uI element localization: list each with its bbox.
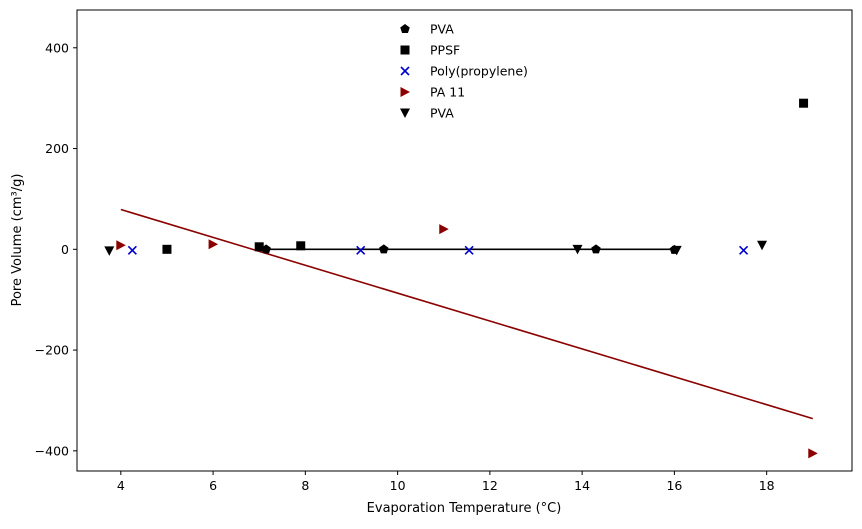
legend-marker (400, 45, 410, 55)
legend: PVA PPSF Poly(propylene) PA 11 PVA (400, 22, 528, 121)
data-point-1-1 (261, 244, 271, 254)
x-tick-label: 4 (117, 478, 125, 493)
y-tick-label: −200 (35, 343, 69, 358)
plot-frame (76, 9, 853, 472)
x-tick-label: 6 (209, 478, 217, 493)
data-point-2-2 (254, 242, 264, 252)
y-axis-ticks: −400 −200 0 200 400 (35, 40, 77, 458)
x-tick-label: 16 (666, 478, 682, 493)
x-tick-label: 10 (390, 478, 406, 493)
y-tick-label: 200 (45, 141, 69, 156)
x-tick-label: 18 (759, 478, 775, 493)
legend-marker (400, 24, 410, 34)
data-point-2-3 (296, 241, 306, 251)
data-point-5-2 (572, 244, 583, 255)
data-point-3-4 (739, 245, 749, 255)
data-point-4-4 (808, 448, 818, 459)
legend-label: PVA (430, 22, 454, 37)
legend-marker (400, 87, 410, 97)
data-point-4-1 (116, 240, 126, 251)
legend-item: PVA (400, 106, 454, 121)
series-5 (104, 240, 768, 256)
data-point-5-3 (671, 245, 682, 256)
data-point-5-1 (104, 246, 115, 256)
x-tick-label: 12 (482, 478, 498, 493)
legend-label: Poly(propylene) (430, 64, 528, 79)
legend-item: PVA (400, 22, 454, 37)
data-point-3-1 (127, 245, 137, 255)
fit-line-2 (120, 208, 814, 420)
data-markers (104, 98, 818, 459)
series-4 (116, 224, 818, 459)
data-point-1-3 (591, 244, 601, 254)
legend-item: PPSF (400, 43, 460, 58)
data-point-5-4 (757, 240, 768, 251)
data-point-2-4 (799, 98, 809, 108)
x-tick-label: 8 (301, 478, 309, 493)
series-2 (162, 98, 809, 254)
fit-lines (120, 208, 814, 420)
data-point-4-3 (439, 224, 449, 235)
data-point-2-1 (162, 244, 172, 254)
legend-label: PVA (430, 106, 454, 121)
y-axis-label: Pore Volume (cm³/g) (10, 174, 25, 307)
legend-label: PPSF (430, 43, 460, 58)
legend-item: Poly(propylene) (400, 64, 528, 79)
y-tick-label: 400 (45, 40, 69, 55)
legend-marker (400, 108, 410, 118)
data-point-1-2 (379, 244, 389, 254)
data-point-3-2 (356, 245, 366, 255)
series-3 (127, 245, 749, 255)
y-tick-label: 0 (61, 242, 69, 257)
x-axis-label: Evaporation Temperature (°C) (367, 501, 562, 516)
data-point-3-3 (464, 245, 474, 255)
legend-marker (400, 66, 410, 76)
x-tick-label: 14 (574, 478, 590, 493)
y-tick-label: −400 (35, 443, 69, 458)
x-axis-ticks: 4 6 8 10 12 14 16 18 (117, 471, 775, 493)
data-point-4-2 (208, 239, 219, 250)
legend-label: PA 11 (430, 85, 465, 100)
legend-item: PA 11 (400, 85, 465, 100)
